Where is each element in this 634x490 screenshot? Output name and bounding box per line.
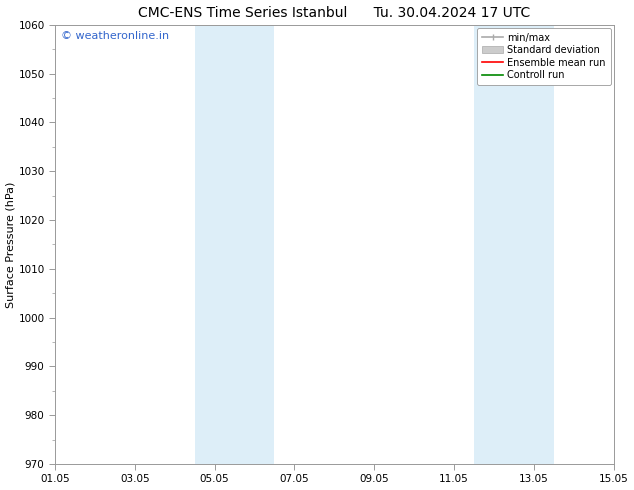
Text: © weatheronline.in: © weatheronline.in bbox=[61, 31, 169, 42]
Y-axis label: Surface Pressure (hPa): Surface Pressure (hPa) bbox=[6, 181, 16, 308]
Title: CMC-ENS Time Series Istanbul      Tu. 30.04.2024 17 UTC: CMC-ENS Time Series Istanbul Tu. 30.04.2… bbox=[138, 5, 531, 20]
Bar bbox=[474, 25, 553, 464]
Bar bbox=[195, 25, 275, 464]
Legend: min/max, Standard deviation, Ensemble mean run, Controll run: min/max, Standard deviation, Ensemble me… bbox=[477, 28, 611, 85]
